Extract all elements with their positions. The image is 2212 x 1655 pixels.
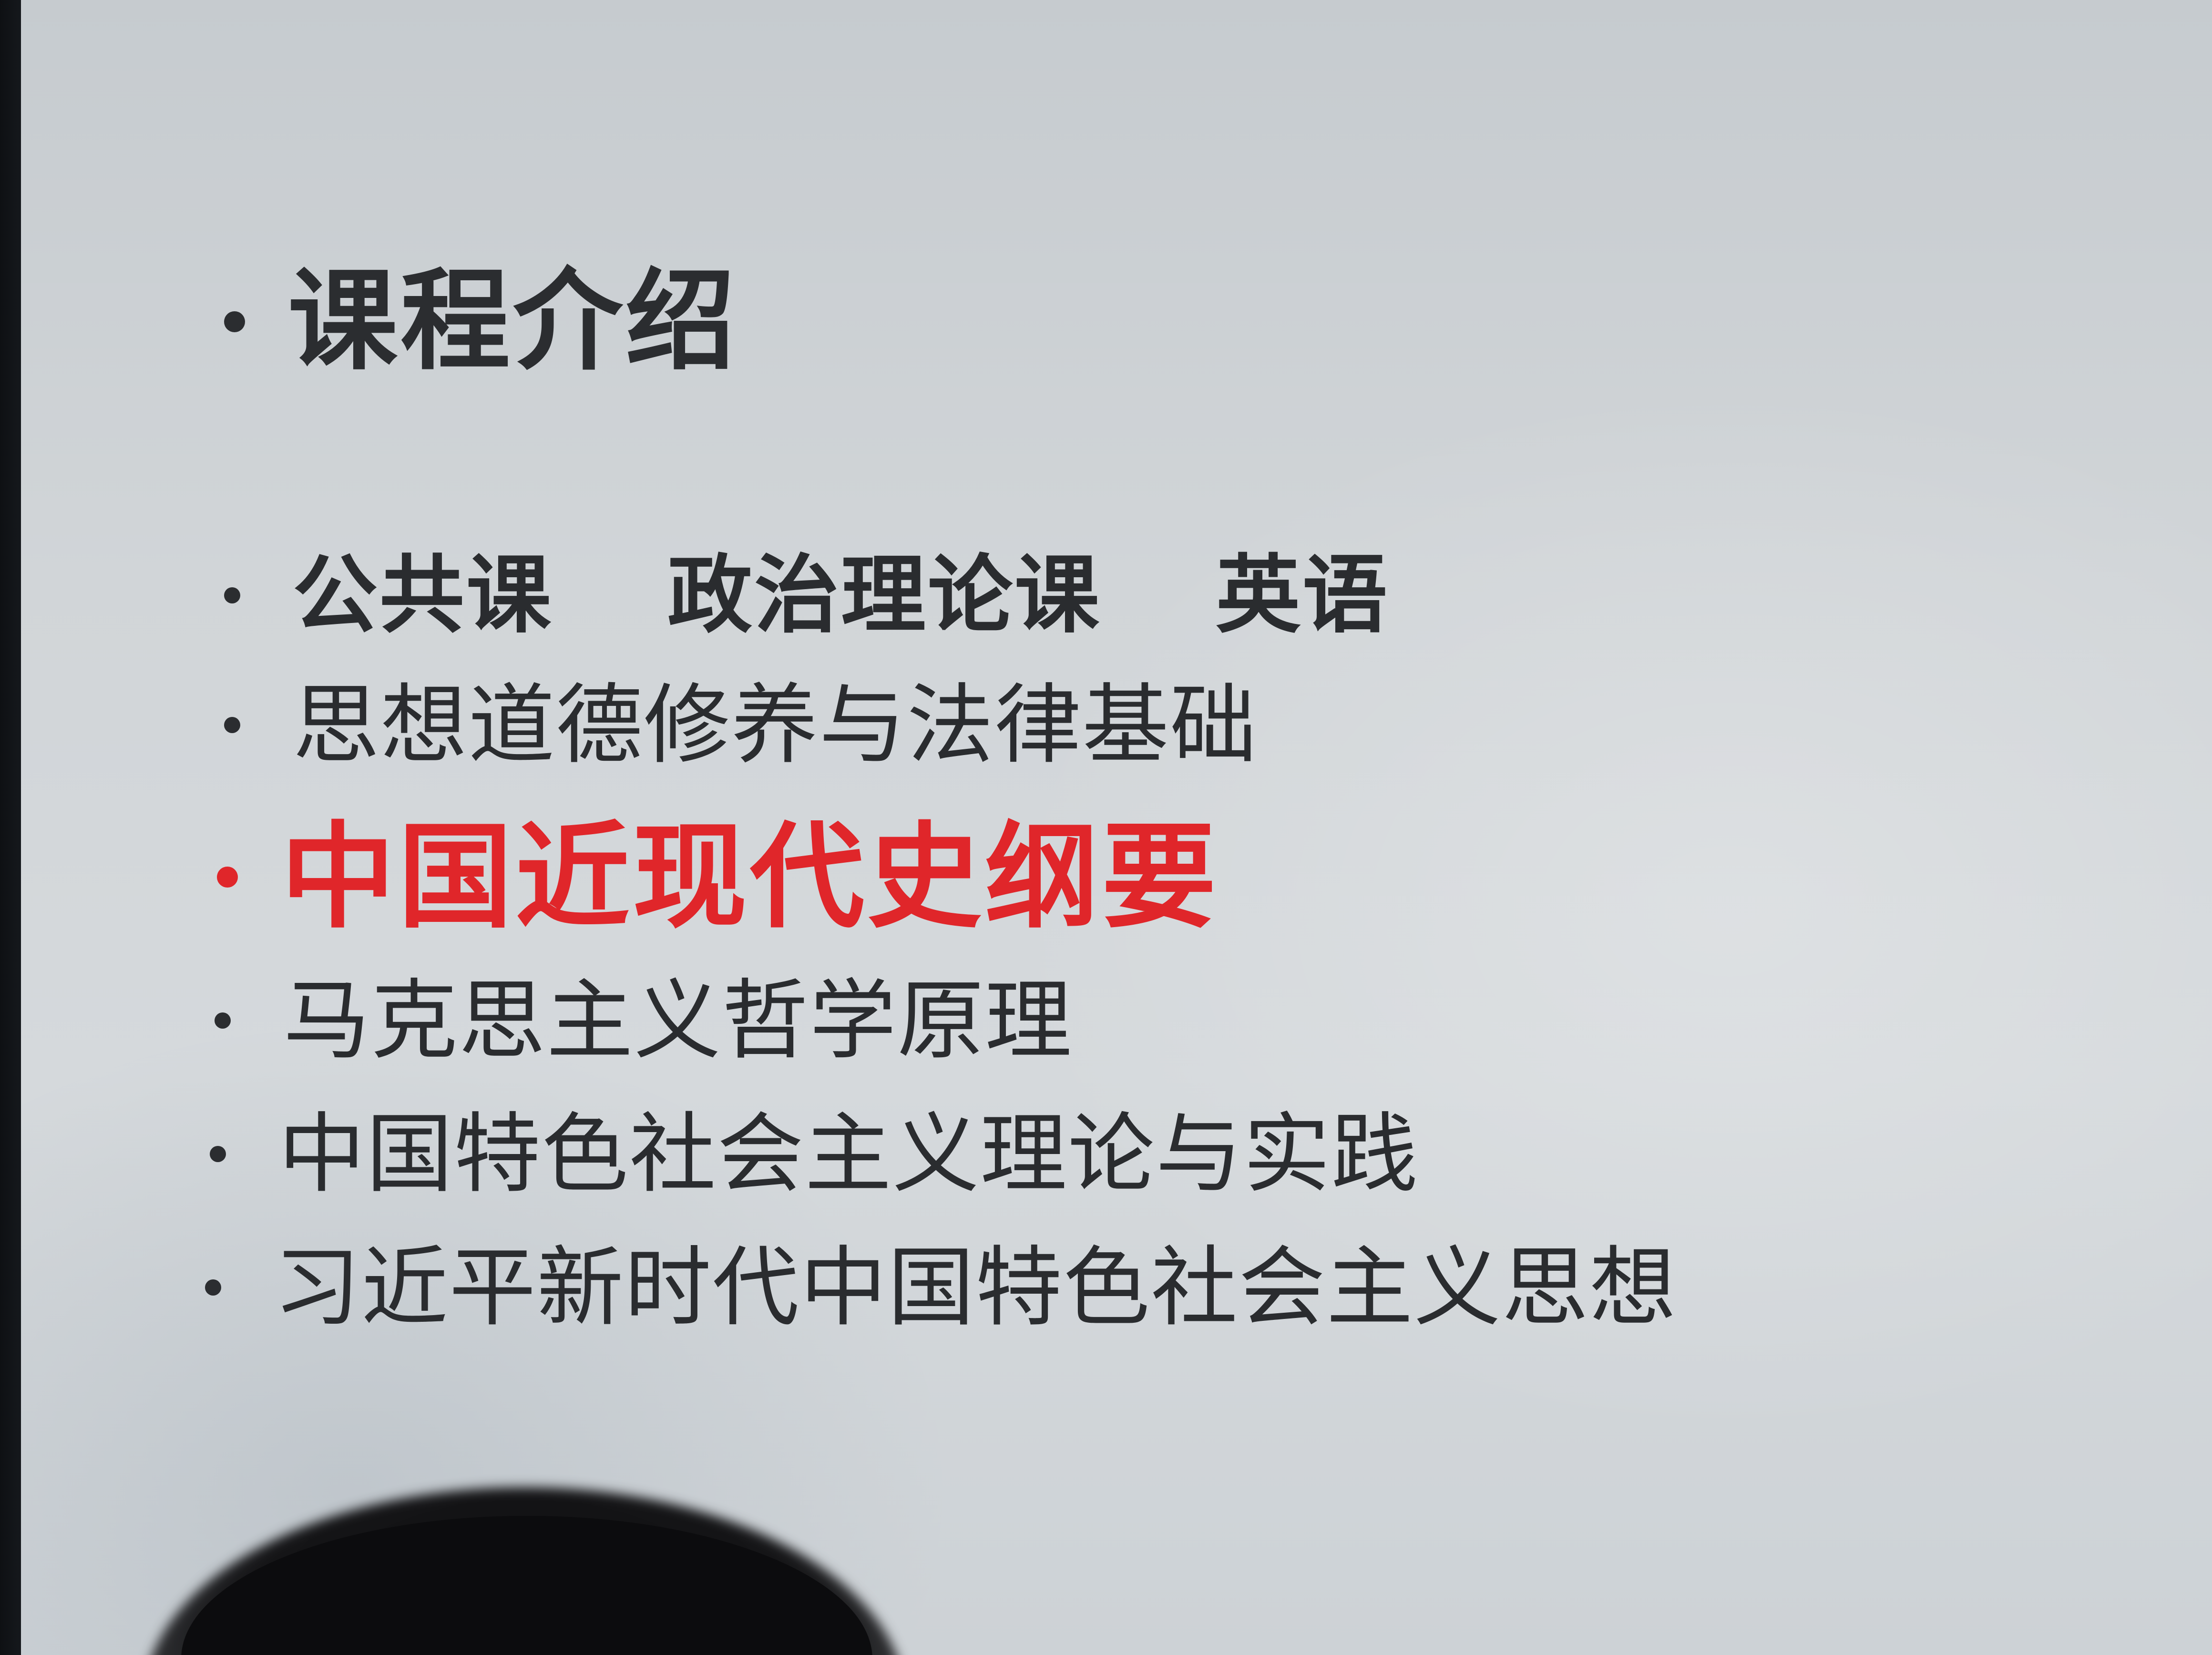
list-item-text: 思想道德修养与法律基础: [293, 674, 1258, 776]
list-item-categories: 公共课 政治理论课 英语: [224, 553, 1389, 638]
bullet-icon: [224, 587, 240, 603]
bullet-icon: [215, 1012, 231, 1029]
list-item-text: 中国近现代史纲要: [281, 810, 1219, 944]
heading-text: 课程介绍: [288, 258, 738, 385]
category-politics-theory: 政治理论课: [667, 546, 1101, 644]
bullet-icon: [205, 1279, 221, 1296]
projection-screen: [21, 0, 2212, 1655]
list-item-text: 习近平新时代中国特色社会主义思想: [274, 1237, 1677, 1338]
category-public-course: 公共课: [293, 546, 553, 644]
bullet-icon: [224, 311, 245, 332]
list-item-text: 中国特色社会主义理论与实践: [278, 1103, 1419, 1205]
category-english: 英语: [1216, 546, 1389, 644]
bullet-icon: [224, 717, 240, 733]
list-item: 中国特色社会主义理论与实践: [210, 1111, 1419, 1197]
bullet-icon: [217, 867, 238, 888]
list-item-text: 马克思主义哲学原理: [283, 970, 1073, 1071]
slide-heading: 课程介绍: [224, 267, 738, 377]
list-item-highlighted: 中国近现代史纲要: [217, 820, 1219, 934]
list-item: 思想道德修养与法律基础: [224, 682, 1258, 768]
list-item: 习近平新时代中国特色社会主义思想: [205, 1244, 1677, 1331]
bullet-icon: [210, 1146, 226, 1162]
list-item: 马克思主义哲学原理: [215, 977, 1073, 1064]
